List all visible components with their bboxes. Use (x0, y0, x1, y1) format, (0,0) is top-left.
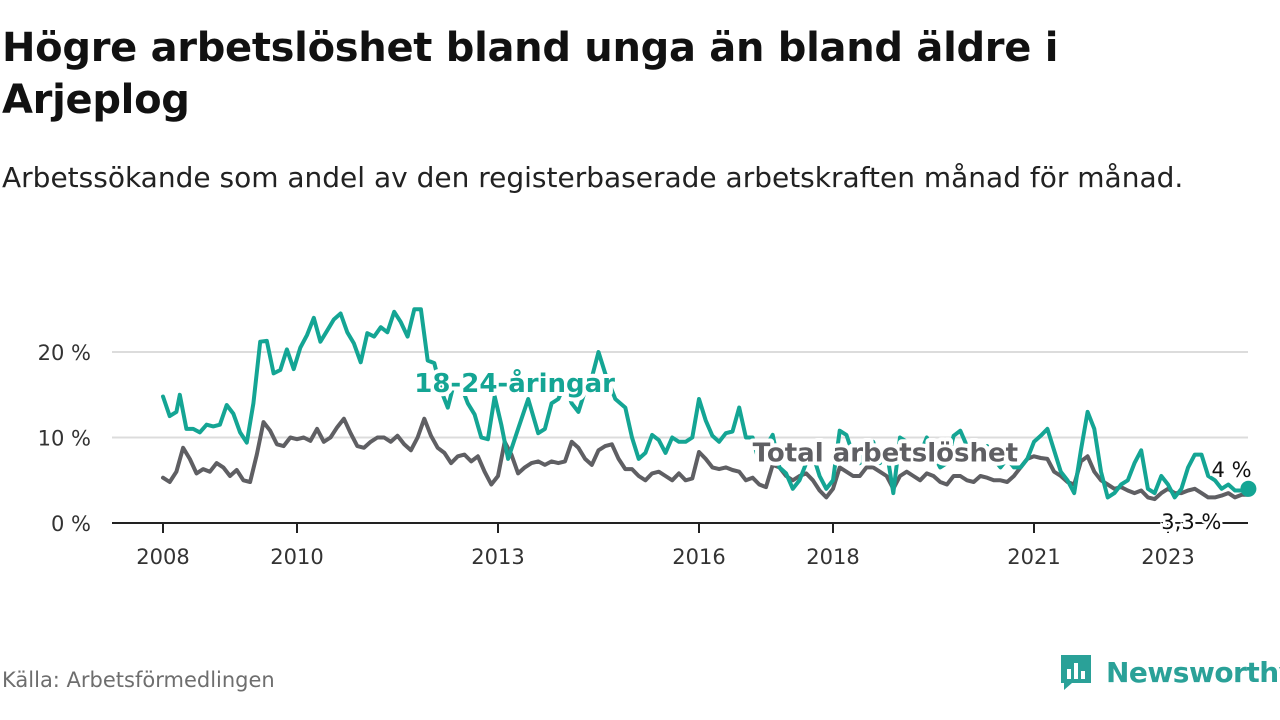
series-lines (161, 307, 1251, 502)
end-label-youth: 4 % (1212, 458, 1252, 482)
brand-name: Newsworthy (1106, 655, 1280, 689)
series-label-youth: 18-24-åringar (414, 367, 615, 399)
x-tick-label: 2008 (136, 545, 189, 569)
end-point-youth (1240, 480, 1257, 497)
x-tick-label: 2013 (471, 545, 524, 569)
y-axis-ticks: 0 % 10 % 20 % (38, 341, 91, 536)
bar-chart-icon (1061, 655, 1091, 690)
y-tick-label: 10 % (38, 427, 91, 451)
series-labels: 4 % 3,3 % 18-24-åringar Total arbetslöshet (410, 363, 1257, 536)
series-line-youth (161, 307, 1251, 500)
grid-lines (112, 351, 1248, 524)
brand-logo: Newsworthy (1058, 652, 1280, 692)
x-tick-label: 2023 (1141, 545, 1194, 569)
chart-subtitle: Arbetssökande som andel av den registerb… (2, 161, 1184, 194)
x-tick-label: 2010 (270, 545, 323, 569)
x-tick-label: 2021 (1007, 545, 1060, 569)
source-note: Källa: Arbetsförmedlingen (2, 668, 275, 692)
line-chart: 0 % 10 % 20 % 2008 2010 2013 2016 2018 2021 2023… (38, 307, 1257, 569)
chart-title: Högre arbetslöshet bland unga än bland ä… (2, 25, 1059, 123)
x-axis-ticks: 2008 2010 2013 2016 2018 2021 2023 (136, 523, 1195, 569)
series-label-total: Total arbetslöshet (753, 438, 1018, 468)
x-tick-label: 2018 (806, 545, 859, 569)
x-tick-label: 2016 (672, 545, 725, 569)
end-label-total: 3,3 % (1161, 510, 1221, 534)
y-tick-label: 0 % (51, 512, 91, 536)
y-tick-label: 20 % (38, 341, 91, 365)
